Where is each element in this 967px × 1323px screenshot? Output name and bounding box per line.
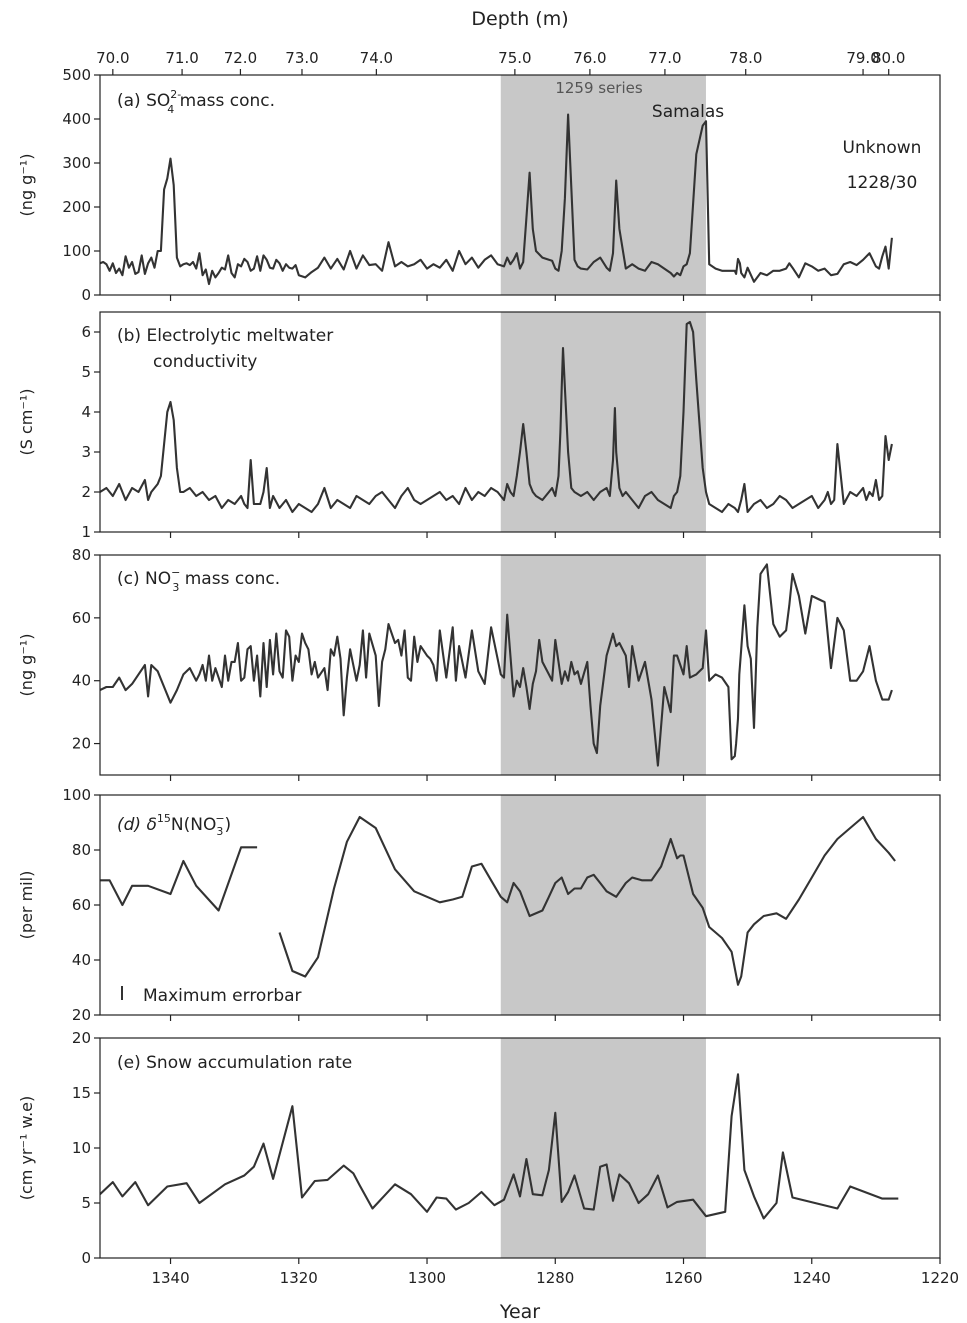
top-tick-label: 79.0	[846, 49, 879, 67]
errorbar-label: Maximum errorbar	[143, 986, 302, 1006]
y-tick-label: 0	[81, 286, 91, 304]
x-tick-label: 1220	[921, 1269, 959, 1287]
annotation-1259-series: 1259 series	[555, 79, 643, 97]
y-tick-label: 20	[72, 735, 91, 753]
y-tick-label: 5	[81, 1194, 91, 1212]
top-tick-label: 75.0	[498, 49, 531, 67]
y-tick-label: 200	[62, 198, 91, 216]
shaded-band	[500, 555, 706, 775]
y-tick-label: 60	[72, 896, 91, 914]
panel-c-nitrate: 20 40 60 80 (c) NO− 3 mass conc. (ng g⁻¹)	[17, 546, 941, 781]
y-tick-label: 100	[62, 242, 91, 260]
y-tick-label: 60	[72, 609, 91, 627]
top-tick-label: 70.0	[96, 49, 129, 67]
annotation-1228-30: 1228/30	[847, 173, 918, 193]
y-tick-label: 400	[62, 110, 91, 128]
panel-e-title: (e) Snow accumulation rate	[117, 1053, 352, 1073]
top-tick-label: 78.0	[729, 49, 762, 67]
panel-c-title: (c) NO− 3 mass conc.	[117, 566, 280, 594]
top-tick-label: 74.0	[360, 49, 393, 67]
x-tick-label: 1260	[664, 1269, 702, 1287]
d15n-series-line-1	[100, 846, 258, 912]
panel-b-title: (b) Electrolytic meltwater	[117, 326, 333, 346]
panel-b-ylabel: (S cm⁻¹)	[17, 389, 36, 456]
accumulation-series-line	[100, 1073, 899, 1220]
y-tick-label: 500	[62, 66, 91, 84]
x-axis-label: Year	[499, 1301, 540, 1323]
panel-e-ylabel: (cm yr⁻¹ w.e)	[17, 1096, 36, 1201]
panel-d-title: (d) δ15N(NO3−)	[117, 812, 231, 838]
y-tick-label: 80	[72, 546, 91, 564]
y-tick-label: 10	[72, 1139, 91, 1157]
nitrate-series-line	[100, 563, 893, 767]
y-tick-label: 5	[81, 363, 91, 381]
x-tick-label: 1280	[536, 1269, 574, 1287]
y-tick-label: 100	[62, 786, 91, 804]
top-axis-ticks: 70.0 71.0 72.0 73.0 74.0 75.0 76.0 77.0 78.0 79.0…	[96, 49, 905, 75]
shaded-band	[500, 312, 706, 532]
panel-frame	[99, 554, 941, 776]
y-tick-label: 2	[81, 483, 91, 501]
y-tick-label: 300	[62, 154, 91, 172]
y-tick-label: 40	[72, 951, 91, 969]
y-tick-label: 15	[72, 1084, 91, 1102]
panel-frame	[99, 74, 941, 296]
y-tick-label: 80	[72, 841, 91, 859]
annotation-unknown: Unknown	[843, 138, 922, 158]
x-tick-label: 1240	[793, 1269, 831, 1287]
top-axis-label: Depth (m)	[471, 8, 568, 30]
y-tick-label: 6	[81, 323, 91, 341]
panel-b-conductivity: 1 2 3 4 5 6 (b) Electrolytic meltwater conduc…	[17, 311, 941, 541]
sulfate-series-line	[100, 113, 893, 286]
annotation-samalas: Samalas	[652, 102, 724, 122]
panel-a-sulfate: 0 100 200 300 400 500 (a) SO2-4 mass conc. 12…	[17, 66, 941, 304]
panel-frame	[99, 794, 941, 1016]
shaded-band	[500, 795, 706, 1015]
panel-c-ylabel: (ng g⁻¹)	[17, 634, 36, 697]
x-tick-label: 1300	[408, 1269, 446, 1287]
y-tick-label: 20	[72, 1006, 91, 1024]
conductivity-series-line	[100, 320, 893, 514]
shaded-band	[500, 1038, 706, 1258]
panel-b-title-line2: conductivity	[153, 352, 257, 372]
top-tick-label: 76.0	[573, 49, 606, 67]
panel-a-title: (a) SO2-4 mass conc.	[117, 88, 275, 116]
panel-frame	[99, 311, 941, 533]
top-tick-label: 80.0	[872, 49, 905, 67]
y-tick-label: 20	[72, 1029, 91, 1047]
top-tick-label: 77.0	[648, 49, 681, 67]
x-tick-label: 1320	[280, 1269, 318, 1287]
y-tick-label: 1	[81, 523, 91, 541]
top-tick-label: 71.0	[165, 49, 198, 67]
panel-d-ylabel: (per mil)	[17, 871, 36, 940]
panel-a-ylabel: (ng g⁻¹)	[17, 154, 36, 217]
y-tick-label: 3	[81, 443, 91, 461]
d15n-series-line-2	[278, 815, 896, 986]
x-axis-ticks: 1340 1320 1300 1280 1260 1240 1220	[151, 1269, 959, 1287]
y-tick-label: 40	[72, 672, 91, 690]
x-tick-label: 1340	[151, 1269, 189, 1287]
y-tick-label: 0	[81, 1249, 91, 1267]
panel-d-d15n: 20 40 60 80 100 (d) δ15N(NO3−) Maximum error…	[17, 786, 941, 1024]
shaded-band	[500, 75, 706, 295]
y-tick-label: 4	[81, 403, 91, 421]
panel-frame	[99, 1037, 941, 1259]
top-tick-label: 73.0	[285, 49, 318, 67]
panel-e-accumulation: 0 5 10 15 20 (e) Snow accumulation rate (cm …	[17, 1029, 941, 1267]
top-tick-label: 72.0	[224, 49, 257, 67]
